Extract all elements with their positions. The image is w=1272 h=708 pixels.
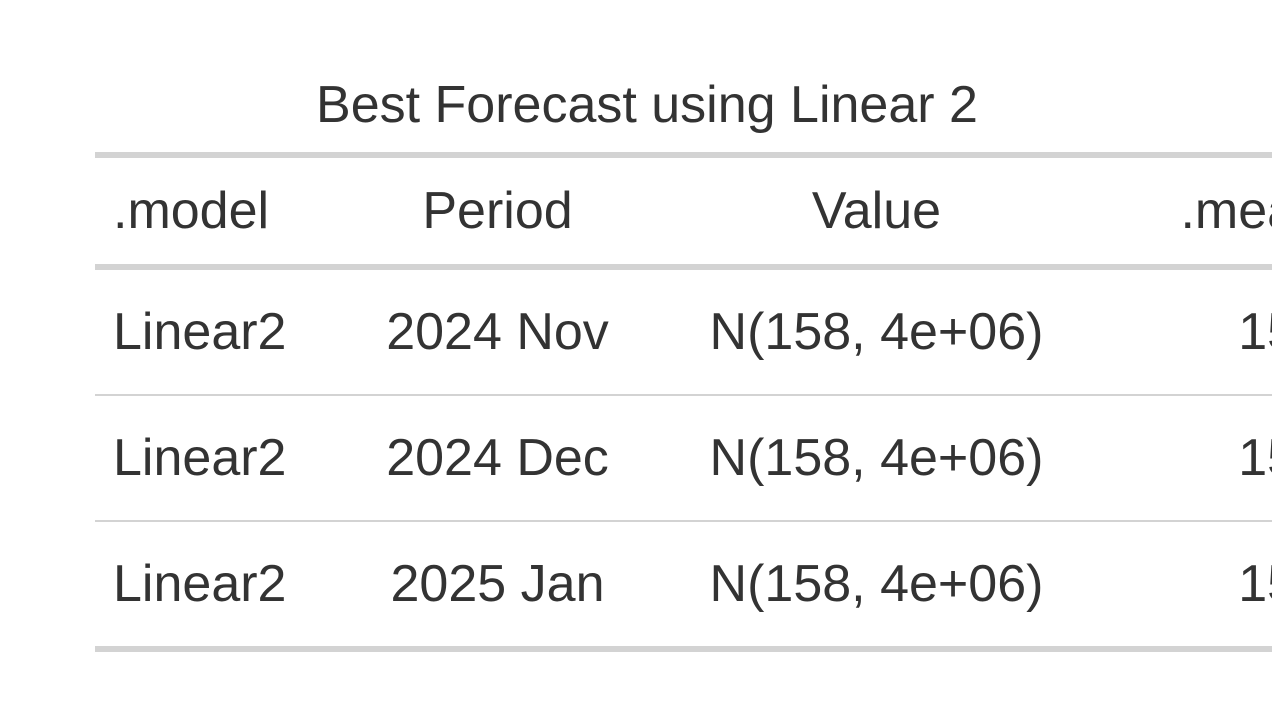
header-row: .model Period Value .mean xyxy=(95,155,1272,267)
cell-mean: 158 xyxy=(1238,303,1272,361)
forecast-table-container: Best Forecast using Linear 2 .model Peri… xyxy=(95,74,1272,652)
cell-value: N(158, 4e+06) xyxy=(709,429,1044,487)
cell-period: 2024 Nov xyxy=(386,303,609,361)
header-mean: .mean xyxy=(1180,182,1272,240)
cell-period: 2024 Dec xyxy=(386,429,609,487)
header-model: .model xyxy=(113,182,270,240)
table-title: Best Forecast using Linear 2 xyxy=(316,76,978,134)
forecast-table: .model Period Value .mean Linear2 2024 N… xyxy=(95,152,1272,652)
cell-period: 2025 Jan xyxy=(390,555,605,613)
cell-model: Linear2 xyxy=(113,303,287,361)
table-row: Linear2 2025 Jan N(158, 4e+06) 158 xyxy=(95,521,1272,649)
cell-model: Linear2 xyxy=(113,555,287,613)
table-row: Linear2 2024 Dec N(158, 4e+06) 158 xyxy=(95,395,1272,521)
cell-model: Linear2 xyxy=(113,429,287,487)
cell-mean: 158 xyxy=(1238,429,1272,487)
cell-mean: 158 xyxy=(1238,555,1272,613)
table-header: .model Period Value .mean xyxy=(95,155,1272,267)
cell-value: N(158, 4e+06) xyxy=(709,303,1044,361)
table-row: Linear2 2024 Nov N(158, 4e+06) 158 xyxy=(95,267,1272,395)
header-period: Period xyxy=(422,182,573,240)
table-body: Linear2 2024 Nov N(158, 4e+06) 158 Linea… xyxy=(95,267,1272,649)
header-value: Value xyxy=(811,182,942,240)
cell-value: N(158, 4e+06) xyxy=(709,555,1044,613)
